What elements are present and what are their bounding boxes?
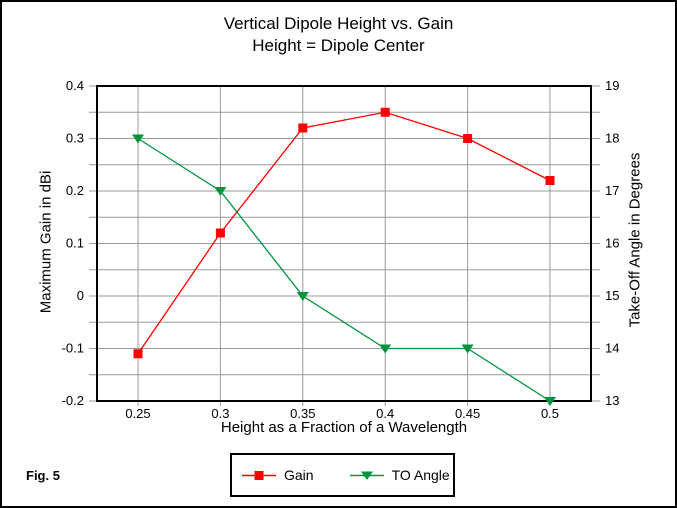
x-axis-tick-label: 0.25	[125, 406, 150, 421]
left-axis-tick-label: 0	[77, 288, 84, 303]
right-axis-tick-label: 19	[605, 78, 619, 93]
series-line-to-angle	[137, 137, 551, 402]
right-axis-tick-label: 15	[605, 288, 619, 303]
gain-legend-square-icon	[254, 470, 264, 480]
x-axis-tick-label: 0.45	[455, 406, 480, 421]
data-point-marker-triangle	[544, 397, 556, 406]
data-point-marker-square	[380, 107, 390, 117]
left-axis-tick-label: 0.1	[66, 236, 84, 251]
chart-title: Vertical Dipole Height vs. Gain Height =…	[2, 13, 675, 57]
plot-border	[96, 85, 592, 402]
left-axis-tick-label: 0.3	[66, 131, 84, 146]
gain-line-square-marker-icon	[242, 470, 276, 480]
data-point-marker-square	[545, 176, 555, 185]
right-axis-tick-label: 16	[605, 236, 619, 251]
legend-label-to-angle: TO Angle	[391, 467, 450, 483]
x-axis-tick-label: 0.5	[541, 406, 559, 421]
x-axis-tick-label: 0.35	[290, 406, 315, 421]
x-axis-tick-label: 0.3	[211, 406, 229, 421]
data-point-marker-square	[463, 134, 473, 143]
right-axis-tick-label: 14	[605, 341, 619, 356]
figure-label: Fig. 5	[26, 468, 60, 483]
legend: Gain TO Angle	[230, 453, 455, 497]
chart-title-line2: Height = Dipole Center	[252, 36, 425, 55]
x-axis-tick-label: 0.4	[376, 406, 394, 421]
data-point-marker-triangle	[132, 134, 144, 144]
legend-label-gain: Gain	[284, 467, 314, 483]
data-point-marker-square	[298, 123, 308, 133]
data-point-marker-triangle	[296, 292, 309, 301]
data-point-marker-triangle	[379, 344, 392, 354]
right-axis-tick-label: 18	[605, 131, 619, 146]
left-axis-tick-label: 0.4	[66, 78, 84, 93]
right-axis-tick-label: 13	[605, 393, 619, 408]
x-axis-title: Height as a Fraction of a Wavelength	[220, 419, 468, 436]
left-axis-tick-label: 0.2	[66, 183, 84, 198]
legend-item-gain: Gain	[242, 467, 314, 483]
chart-title-line1: Vertical Dipole Height vs. Gain	[223, 14, 454, 33]
right-axis-tick-label: 17	[605, 183, 619, 198]
to-angle-legend-triangle-icon	[360, 471, 373, 480]
data-point-marker-square	[215, 228, 225, 238]
to-angle-line-triangle-marker-icon	[349, 471, 384, 480]
series-line-gain	[137, 111, 551, 355]
data-point-marker-triangle	[461, 344, 474, 354]
left-axis-tick-label: -0.2	[62, 393, 84, 408]
legend-item-to-angle: TO Angle	[349, 467, 450, 483]
left-axis-tick-label: -0.1	[62, 341, 84, 356]
data-point-marker-triangle	[214, 187, 227, 196]
data-point-marker-square	[133, 349, 143, 359]
